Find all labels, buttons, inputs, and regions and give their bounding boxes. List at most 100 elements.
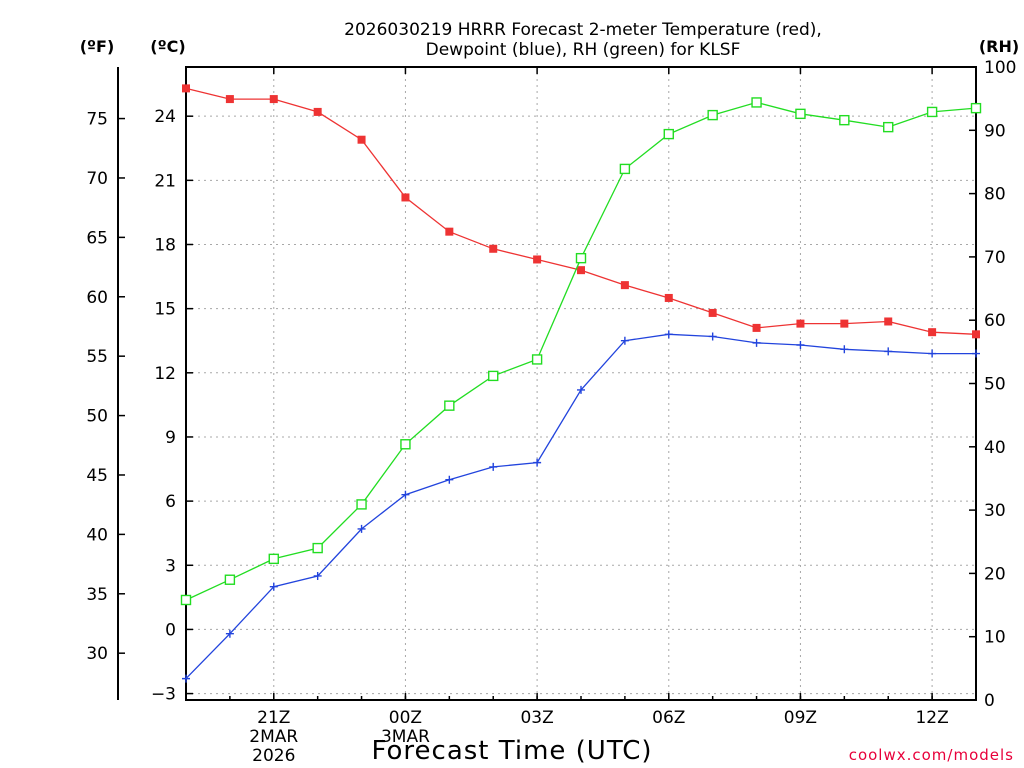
data-point-dewpoint xyxy=(313,571,322,580)
rh-tick-label: 0 xyxy=(984,691,995,711)
data-point-rh xyxy=(488,370,499,382)
data-point-temperature xyxy=(357,135,366,144)
data-point-temperature xyxy=(182,84,190,93)
x-tick-label: 12Z xyxy=(915,708,948,728)
data-point-rh xyxy=(970,102,982,114)
series-line-rh xyxy=(185,101,977,601)
data-point-dewpoint xyxy=(533,458,542,467)
rh-tick-label: 100 xyxy=(984,58,1016,78)
rh-tick-label: 30 xyxy=(984,501,1006,521)
rh-tick-label: 80 xyxy=(984,185,1006,205)
data-point-dewpoint xyxy=(708,332,717,341)
x-tick-label: 00Z xyxy=(389,708,422,728)
series-temperature xyxy=(182,84,980,339)
celsius-tick-label: 3 xyxy=(165,556,176,576)
data-point-rh xyxy=(751,97,762,108)
fahrenheit-tick-label: 40 xyxy=(86,525,108,545)
series-line-temperature xyxy=(185,87,977,335)
celsius-tick-label: 18 xyxy=(154,235,176,255)
data-point-dewpoint xyxy=(972,349,980,358)
data-point-rh xyxy=(224,574,236,585)
data-point-rh xyxy=(400,439,411,450)
data-point-rh xyxy=(575,252,587,264)
data-point-temperature xyxy=(752,323,761,332)
celsius-tick-label: 0 xyxy=(165,620,176,640)
rh-tick-label: 20 xyxy=(984,564,1006,584)
fahrenheit-tick-label: 45 xyxy=(86,466,108,486)
data-point-temperature xyxy=(533,255,542,264)
fahrenheit-tick-label: 30 xyxy=(86,644,108,664)
data-point-dewpoint xyxy=(884,347,893,356)
credit-text: coolwx.com/models xyxy=(849,746,1014,764)
data-point-rh xyxy=(619,163,631,175)
chart-title-line-1: 2026030219 HRRR Forecast 2-meter Tempera… xyxy=(344,20,822,40)
data-point-rh xyxy=(883,121,894,133)
x-tick-label: 09Z xyxy=(784,708,817,728)
fahrenheit-tick-label: 35 xyxy=(86,585,108,605)
grid-lines xyxy=(186,67,976,700)
data-point-dewpoint xyxy=(752,338,761,347)
data-point-rh xyxy=(444,400,455,411)
data-point-dewpoint xyxy=(182,674,190,683)
celsius-tick-label: 15 xyxy=(154,300,176,320)
rh-tick-label: 70 xyxy=(984,248,1006,268)
celsius-unit-label: (ºC) xyxy=(150,37,185,56)
axis-ticks: −3 0 3 6 9 12 15 18 21 24 30 35 40 45 50 55 60 65 70 75 0 10 2… xyxy=(86,58,1016,766)
data-point-dewpoint xyxy=(928,349,937,358)
data-point-temperature xyxy=(840,319,849,328)
data-point-temperature xyxy=(620,281,629,290)
data-point-temperature xyxy=(928,328,937,337)
rh-tick-label: 40 xyxy=(984,438,1006,458)
data-point-rh xyxy=(268,553,279,565)
data-point-dewpoint xyxy=(489,462,498,471)
data-point-dewpoint xyxy=(840,345,849,354)
data-point-rh xyxy=(795,108,806,120)
series-dewpoint xyxy=(182,330,980,683)
celsius-tick-label: 21 xyxy=(154,171,176,191)
data-point-rh xyxy=(312,542,323,554)
data-point-dewpoint xyxy=(357,524,366,533)
data-point-rh xyxy=(839,114,850,126)
data-point-rh xyxy=(663,128,674,140)
data-point-rh xyxy=(180,594,192,606)
series-rh xyxy=(180,97,982,606)
x-tick-sublabel: 2026 xyxy=(252,746,295,766)
fahrenheit-unit-label: (ºF) xyxy=(80,37,115,56)
rh-tick-label: 60 xyxy=(984,311,1006,331)
celsius-tick-label: −3 xyxy=(151,685,176,705)
rh-tick-label: 10 xyxy=(984,628,1006,648)
data-point-rh xyxy=(707,109,718,121)
data-point-dewpoint xyxy=(664,330,673,339)
x-tick-label: 06Z xyxy=(652,708,685,728)
chart-title-line-2: Dewpoint (blue), RH (green) for KLSF xyxy=(426,40,741,60)
data-point-rh xyxy=(356,499,367,510)
data-point-dewpoint xyxy=(620,336,629,345)
data-point-temperature xyxy=(269,95,278,104)
fahrenheit-tick-label: 50 xyxy=(86,407,108,427)
fahrenheit-tick-label: 65 xyxy=(86,228,108,248)
series-layer xyxy=(180,84,982,683)
celsius-tick-label: 6 xyxy=(165,492,176,512)
data-point-dewpoint xyxy=(577,385,585,394)
x-tick-label: 21Z xyxy=(257,708,290,728)
data-point-temperature xyxy=(577,266,585,275)
data-point-dewpoint xyxy=(445,475,454,484)
plot-frame xyxy=(185,66,977,701)
data-point-temperature xyxy=(664,293,673,302)
data-point-temperature xyxy=(401,193,410,202)
rh-unit-label: (RH) xyxy=(979,37,1019,56)
x-axis-label: Forecast Time (UTC) xyxy=(371,736,652,766)
x-tick-sublabel: 2MAR xyxy=(249,727,298,747)
data-point-temperature xyxy=(796,319,805,328)
data-point-temperature xyxy=(884,317,893,326)
fahrenheit-tick-label: 55 xyxy=(86,347,108,367)
celsius-tick-label: 9 xyxy=(165,428,176,448)
celsius-tick-label: 12 xyxy=(154,364,176,384)
data-point-temperature xyxy=(489,244,498,253)
data-point-dewpoint xyxy=(269,582,278,591)
data-point-temperature xyxy=(972,330,980,339)
rh-tick-label: 50 xyxy=(984,375,1006,395)
rh-tick-label: 90 xyxy=(984,121,1006,141)
x-tick-sublabel: 3MAR xyxy=(381,727,430,747)
